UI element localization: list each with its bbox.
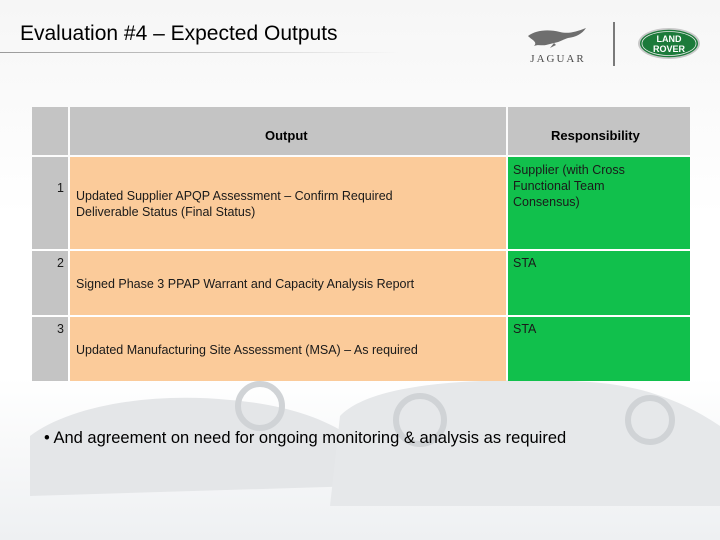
table-row-1-responsibility-cell: Supplier (with Cross Functional Team Con… (508, 157, 690, 249)
table-row-2-output-cell: Signed Phase 3 PPAP Warrant and Capacity… (70, 251, 506, 315)
row-output-text: Updated Manufacturing Site Assessment (M… (76, 343, 418, 357)
outputs-table: Output Responsibility 1 Updated Supplier… (32, 107, 690, 381)
header-output-label: Output (265, 128, 308, 143)
table-row-1-output-cell: Updated Supplier APQP Assessment – Confi… (70, 157, 506, 249)
row-responsibility-text: STA (513, 256, 537, 270)
header-responsibility-cell: Responsibility (508, 107, 690, 155)
row-responsibility-text: Supplier (with Cross Functional Team Con… (513, 163, 625, 209)
landrover-logo: LAND ROVER (638, 28, 700, 59)
table-row-3-output-cell: Updated Manufacturing Site Assessment (M… (70, 317, 506, 381)
table-row-2-number-cell: 2 (32, 251, 68, 315)
bullet-note: • And agreement on need for ongoing moni… (44, 429, 567, 447)
row-number: 2 (57, 256, 64, 270)
header-responsibility-label: Responsibility (551, 128, 640, 143)
jaguar-logo: JAGUAR (528, 28, 586, 65)
landrover-wordmark-line1: LAND (657, 34, 682, 44)
logo-divider (613, 22, 615, 66)
table-row-1-number-cell: 1 (32, 157, 68, 249)
row-output-text: Signed Phase 3 PPAP Warrant and Capacity… (76, 277, 415, 291)
table-row-2-responsibility-cell: STA (508, 251, 690, 315)
car-background-image (30, 380, 720, 506)
jaguar-wordmark: JAGUAR (530, 53, 585, 65)
header-output-cell: Output (70, 107, 506, 155)
row-number: 1 (57, 181, 64, 195)
landrover-wordmark-line2: ROVER (653, 44, 686, 54)
row-number: 3 (57, 322, 64, 336)
title-underline (0, 52, 400, 53)
row-output-text: Updated Supplier APQP Assessment – Confi… (76, 189, 393, 219)
table-row-3-responsibility-cell: STA (508, 317, 690, 381)
row-responsibility-text: STA (513, 322, 537, 336)
page-title: Evaluation #4 – Expected Outputs (20, 22, 338, 45)
table-row-3-number-cell: 3 (32, 317, 68, 381)
header-number-cell (32, 107, 68, 155)
